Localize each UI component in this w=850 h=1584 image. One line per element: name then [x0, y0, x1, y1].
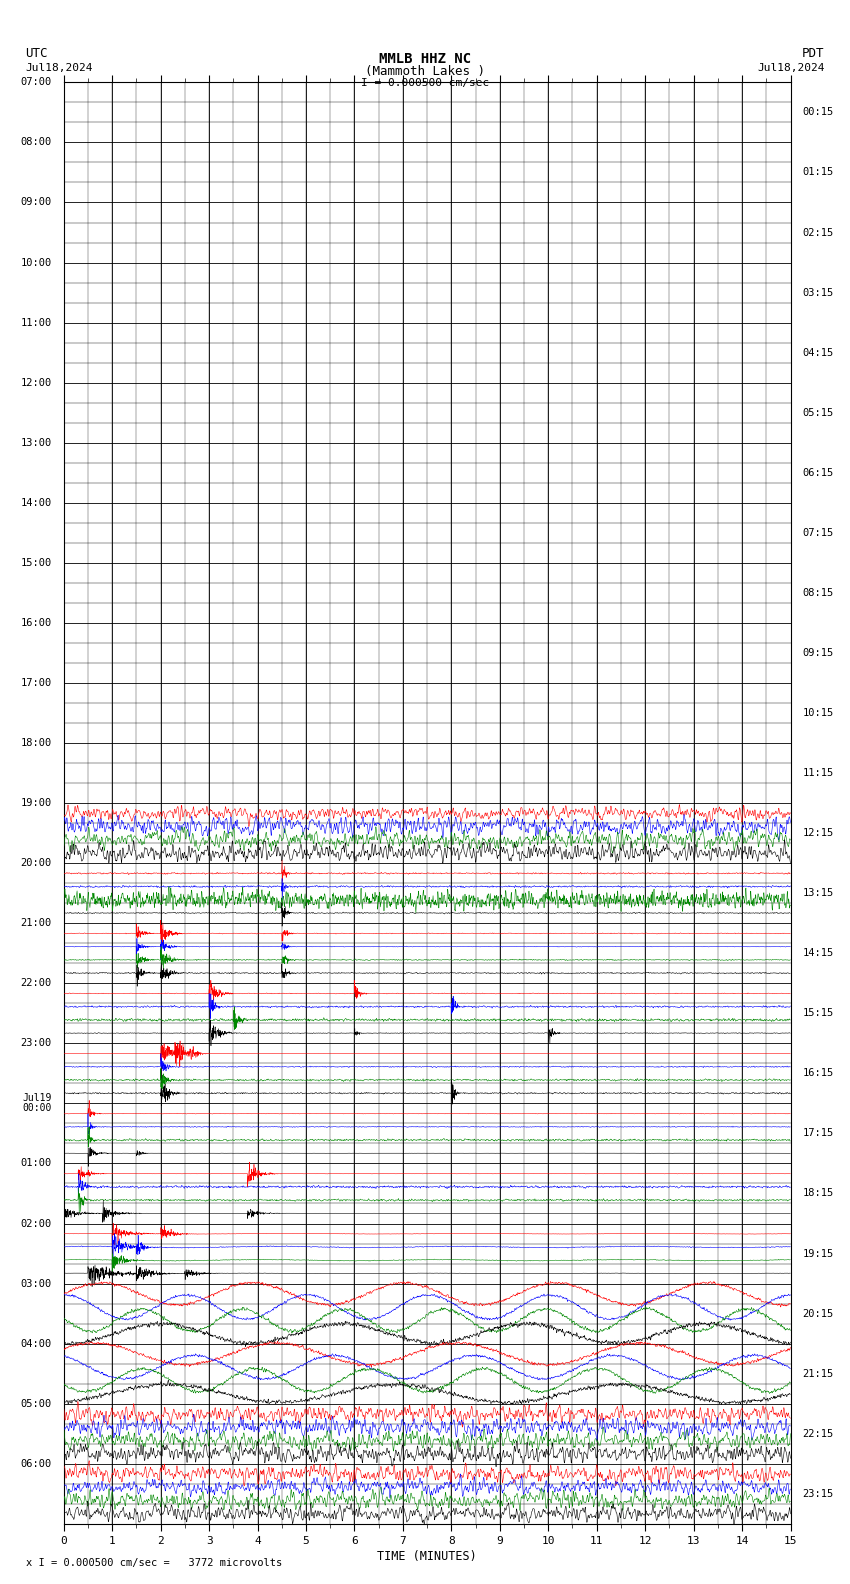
Text: MMLB HHZ NC: MMLB HHZ NC — [379, 52, 471, 65]
Text: 22:00: 22:00 — [20, 979, 52, 988]
Text: 01:15: 01:15 — [802, 168, 834, 177]
Text: x I = 0.000500 cm/sec =   3772 microvolts: x I = 0.000500 cm/sec = 3772 microvolts — [26, 1559, 281, 1568]
Text: 18:15: 18:15 — [802, 1188, 834, 1199]
Text: 03:00: 03:00 — [20, 1278, 52, 1288]
Text: 18:00: 18:00 — [20, 738, 52, 748]
Text: 13:00: 13:00 — [20, 437, 52, 448]
Text: 20:00: 20:00 — [20, 859, 52, 868]
Text: 06:00: 06:00 — [20, 1459, 52, 1468]
Text: 16:15: 16:15 — [802, 1068, 834, 1079]
Text: 12:15: 12:15 — [802, 828, 834, 838]
Text: 02:15: 02:15 — [802, 228, 834, 238]
Text: PDT: PDT — [802, 48, 824, 60]
Text: 09:15: 09:15 — [802, 648, 834, 657]
Text: 00:15: 00:15 — [802, 108, 834, 117]
Text: 12:00: 12:00 — [20, 377, 52, 388]
Text: I = 0.000500 cm/sec: I = 0.000500 cm/sec — [361, 78, 489, 87]
Text: 22:15: 22:15 — [802, 1429, 834, 1438]
Text: 02:00: 02:00 — [20, 1218, 52, 1229]
Text: 08:00: 08:00 — [20, 138, 52, 147]
Text: 06:15: 06:15 — [802, 467, 834, 478]
Text: 08:15: 08:15 — [802, 588, 834, 597]
Text: Jul18,2024: Jul18,2024 — [26, 63, 93, 73]
Text: 14:15: 14:15 — [802, 949, 834, 958]
Text: 00:00: 00:00 — [22, 1104, 52, 1114]
Text: 10:15: 10:15 — [802, 708, 834, 718]
Text: 11:00: 11:00 — [20, 318, 52, 328]
Text: 04:00: 04:00 — [20, 1338, 52, 1348]
Text: 10:00: 10:00 — [20, 258, 52, 268]
Text: Jul18,2024: Jul18,2024 — [757, 63, 824, 73]
Text: 20:15: 20:15 — [802, 1308, 834, 1318]
Text: 13:15: 13:15 — [802, 889, 834, 898]
Text: 23:15: 23:15 — [802, 1489, 834, 1498]
Text: 11:15: 11:15 — [802, 768, 834, 778]
Text: 21:15: 21:15 — [802, 1369, 834, 1378]
Text: 03:15: 03:15 — [802, 288, 834, 298]
Text: 05:00: 05:00 — [20, 1399, 52, 1408]
Text: 21:00: 21:00 — [20, 919, 52, 928]
Text: 23:00: 23:00 — [20, 1039, 52, 1049]
Text: 17:15: 17:15 — [802, 1128, 834, 1139]
Text: 05:15: 05:15 — [802, 407, 834, 418]
Text: UTC: UTC — [26, 48, 48, 60]
Text: 04:15: 04:15 — [802, 347, 834, 358]
Text: 16:00: 16:00 — [20, 618, 52, 627]
Text: 19:15: 19:15 — [802, 1248, 834, 1259]
Text: 15:00: 15:00 — [20, 558, 52, 567]
Text: 01:00: 01:00 — [20, 1158, 52, 1169]
Text: 17:00: 17:00 — [20, 678, 52, 687]
Text: (Mammoth Lakes ): (Mammoth Lakes ) — [365, 65, 485, 78]
X-axis label: TIME (MINUTES): TIME (MINUTES) — [377, 1549, 477, 1563]
Text: 14:00: 14:00 — [20, 497, 52, 508]
Text: Jul19: Jul19 — [22, 1093, 52, 1104]
Text: 19:00: 19:00 — [20, 798, 52, 808]
Text: 09:00: 09:00 — [20, 198, 52, 208]
Text: 07:15: 07:15 — [802, 527, 834, 539]
Text: 15:15: 15:15 — [802, 1009, 834, 1019]
Text: 07:00: 07:00 — [20, 78, 52, 87]
